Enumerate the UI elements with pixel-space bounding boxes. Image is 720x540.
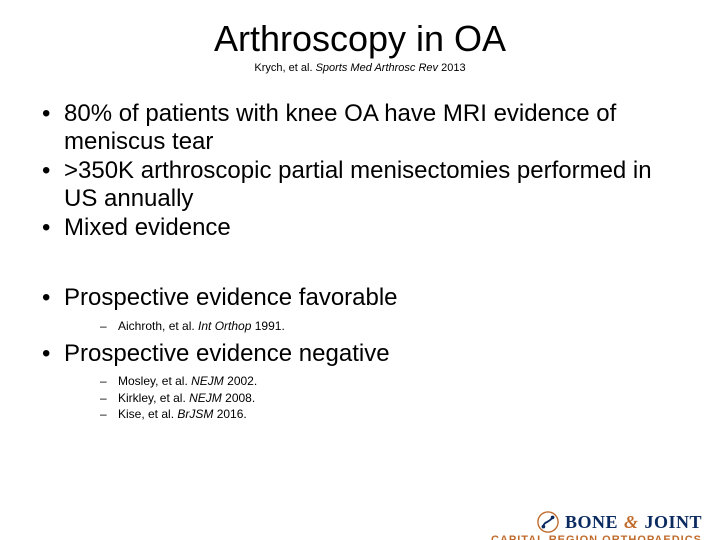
bullet-item: Prospective evidence favorable Aichroth,… bbox=[38, 284, 682, 334]
bullet-text: Prospective evidence negative bbox=[64, 340, 390, 367]
ref-prefix: Mosley, et al. bbox=[118, 374, 191, 388]
bullet-list: Prospective evidence favorable Aichroth,… bbox=[0, 284, 720, 422]
logo-top-line: BONE & JOINT bbox=[491, 511, 702, 533]
citation-year: 2013 bbox=[438, 62, 466, 74]
bullet-item: 80% of patients with knee OA have MRI ev… bbox=[38, 100, 682, 155]
spacer bbox=[0, 244, 720, 258]
sub-item: Kise, et al. BrJSM 2016. bbox=[96, 406, 682, 422]
sub-list: Mosley, et al. NEJM 2002. Kirkley, et al… bbox=[96, 373, 682, 422]
ref-suffix: 2008. bbox=[222, 391, 255, 405]
bullet-text: Prospective evidence favorable bbox=[64, 284, 398, 311]
slide: Arthroscopy in OA Krych, et al. Sports M… bbox=[0, 18, 720, 540]
ref-prefix: Kise, et al. bbox=[118, 407, 177, 421]
ref-journal: NEJM bbox=[189, 391, 222, 405]
ref-suffix: 2002. bbox=[224, 374, 257, 388]
logo-word-joint: JOINT bbox=[644, 513, 702, 531]
ref-prefix: Kirkley, et al. bbox=[118, 391, 189, 405]
ref-journal: BrJSM bbox=[177, 407, 213, 421]
ref-journal: Int Orthop bbox=[198, 319, 251, 333]
sub-item: Kirkley, et al. NEJM 2008. bbox=[96, 390, 682, 406]
ref-suffix: 2016. bbox=[213, 407, 246, 421]
logo-word-bone: BONE bbox=[565, 513, 618, 531]
sub-item: Aichroth, et al. Int Orthop 1991. bbox=[96, 318, 682, 334]
ref-journal: NEJM bbox=[191, 374, 224, 388]
logo-subtitle: CAPITAL REGION ORTHOPAEDICS bbox=[491, 535, 702, 540]
ref-suffix: 1991. bbox=[251, 319, 284, 333]
bullet-item: >350K arthroscopic partial menisectomies… bbox=[38, 157, 682, 212]
bullet-item: Mixed evidence bbox=[38, 214, 682, 242]
bullet-item: Prospective evidence negative Mosley, et… bbox=[38, 340, 682, 422]
sub-item: Mosley, et al. NEJM 2002. bbox=[96, 373, 682, 389]
citation-prefix: Krych, et al. bbox=[254, 62, 315, 74]
footer-logo: BONE & JOINT CAPITAL REGION ORTHOPAEDICS bbox=[491, 511, 702, 540]
sub-list: Aichroth, et al. Int Orthop 1991. bbox=[96, 318, 682, 334]
title-citation: Krych, et al. Sports Med Arthrosc Rev 20… bbox=[0, 62, 720, 74]
bone-joint-icon bbox=[537, 511, 559, 533]
logo-ampersand: & bbox=[624, 513, 639, 531]
slide-title: Arthroscopy in OA bbox=[0, 18, 720, 60]
bullet-list: 80% of patients with knee OA have MRI ev… bbox=[0, 100, 720, 242]
citation-journal: Sports Med Arthrosc Rev bbox=[316, 62, 438, 74]
ref-prefix: Aichroth, et al. bbox=[118, 319, 198, 333]
